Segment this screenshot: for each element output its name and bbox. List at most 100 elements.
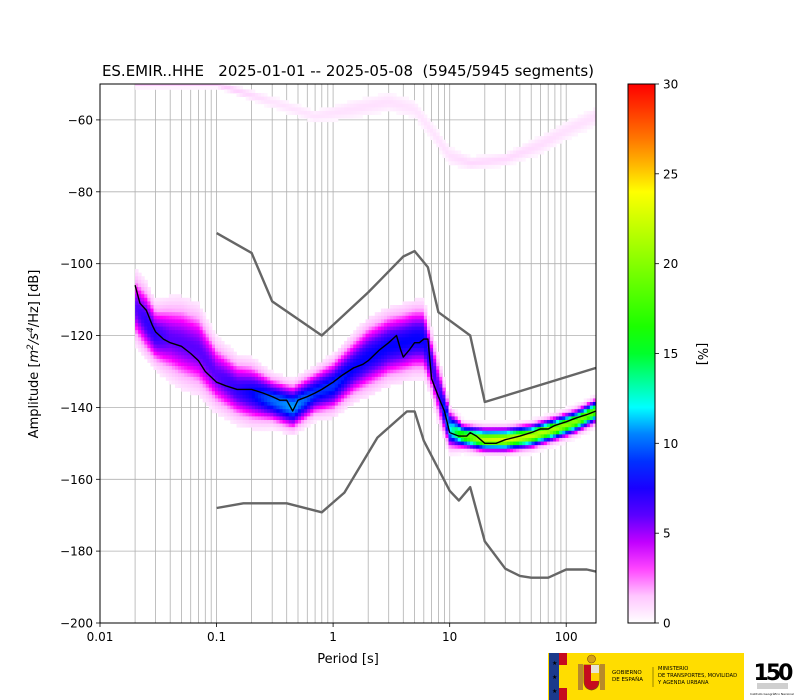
density-cell	[322, 391, 326, 396]
density-cell	[251, 416, 256, 421]
density-cell	[248, 416, 253, 421]
density-cell	[340, 391, 345, 396]
density-cell	[310, 369, 314, 374]
density-cell	[310, 384, 314, 389]
faint-density-cell	[350, 107, 354, 112]
faint-density-cell	[534, 143, 539, 148]
density-cell	[506, 448, 511, 453]
density-cell	[171, 301, 176, 306]
density-cell	[301, 387, 305, 392]
faint-density-cell	[503, 157, 508, 162]
faint-density-cell	[411, 114, 416, 119]
faint-density-cell	[457, 150, 462, 155]
density-cell	[316, 394, 320, 399]
density-cell	[457, 452, 462, 457]
x-axis: 0.01 0.1 1 10 100	[87, 623, 578, 644]
density-cell	[178, 315, 182, 320]
density-cell	[377, 315, 382, 320]
density-cell	[313, 398, 317, 403]
density-cell	[319, 391, 323, 396]
colorbar	[627, 83, 656, 624]
faint-density-cell	[285, 103, 290, 108]
density-cell	[135, 297, 139, 302]
density-cell	[371, 355, 376, 360]
density-cell	[390, 304, 394, 309]
density-cell	[552, 419, 557, 424]
density-cell	[141, 283, 145, 288]
density-cell	[307, 380, 311, 385]
density-cell	[297, 405, 302, 410]
density-cell	[171, 294, 176, 299]
density-cell	[387, 337, 391, 342]
faint-density-cell	[513, 154, 517, 159]
density-cell	[159, 326, 164, 331]
faint-density-cell	[592, 121, 596, 126]
density-cell	[405, 376, 409, 381]
density-cell	[374, 330, 379, 335]
density-cell	[187, 337, 191, 342]
density-cell	[279, 387, 283, 392]
density-cell	[368, 373, 373, 378]
density-cell	[307, 416, 311, 421]
faint-density-cell	[251, 92, 256, 97]
faint-density-cell	[525, 146, 529, 151]
density-cell	[356, 398, 360, 403]
density-cell	[359, 322, 363, 327]
density-cell	[144, 330, 148, 335]
density-cell	[193, 376, 197, 381]
faint-density-cell	[586, 125, 591, 130]
faint-density-cell	[411, 103, 416, 108]
density-cell	[313, 412, 317, 417]
density-cell	[531, 416, 535, 421]
density-cell	[362, 337, 366, 342]
density-cell	[261, 409, 265, 414]
faint-density-cell	[491, 157, 495, 162]
density-cell	[371, 369, 376, 374]
density-cell	[141, 279, 145, 284]
density-cell	[178, 373, 182, 378]
faint-density-cell	[353, 103, 357, 108]
density-cell	[310, 391, 314, 396]
density-cell	[347, 362, 351, 367]
faint-density-cell	[427, 121, 431, 126]
density-cell	[347, 355, 351, 360]
density-cell	[211, 398, 216, 403]
density-cell	[565, 423, 569, 428]
faint-density-cell	[245, 96, 250, 101]
faint-density-cell	[390, 96, 394, 101]
density-cell	[159, 319, 164, 324]
density-cell	[184, 322, 188, 327]
density-cell	[583, 405, 588, 410]
faint-density-cell	[433, 136, 437, 141]
density-cell	[374, 340, 379, 345]
density-cell	[144, 315, 148, 320]
density-cell	[344, 405, 348, 410]
density-cell	[580, 416, 585, 421]
faint-density-cell	[340, 110, 345, 115]
density-cell	[337, 366, 342, 371]
faint-density-cell	[509, 157, 514, 162]
y-axis-label-s: /s	[27, 333, 42, 345]
density-cell	[430, 340, 434, 345]
density-cell	[202, 344, 207, 349]
density-cell	[258, 387, 262, 392]
density-cell	[233, 373, 237, 378]
faint-density-cell	[460, 154, 465, 159]
density-cell	[340, 358, 345, 363]
faint-density-cell	[500, 157, 505, 162]
faint-density-cell	[353, 107, 357, 112]
density-cell	[224, 373, 228, 378]
density-cell	[165, 330, 170, 335]
density-cell	[184, 308, 188, 313]
density-cell	[187, 351, 191, 356]
density-cell	[552, 412, 557, 417]
faint-density-cell	[494, 161, 499, 166]
density-cell	[383, 366, 388, 371]
faint-density-cell	[457, 157, 462, 162]
x-tick-label: 10	[442, 630, 457, 644]
density-cell	[261, 405, 265, 410]
density-cell	[205, 384, 210, 389]
density-cell	[420, 330, 425, 335]
density-cell	[233, 419, 237, 424]
density-cell	[196, 337, 201, 342]
